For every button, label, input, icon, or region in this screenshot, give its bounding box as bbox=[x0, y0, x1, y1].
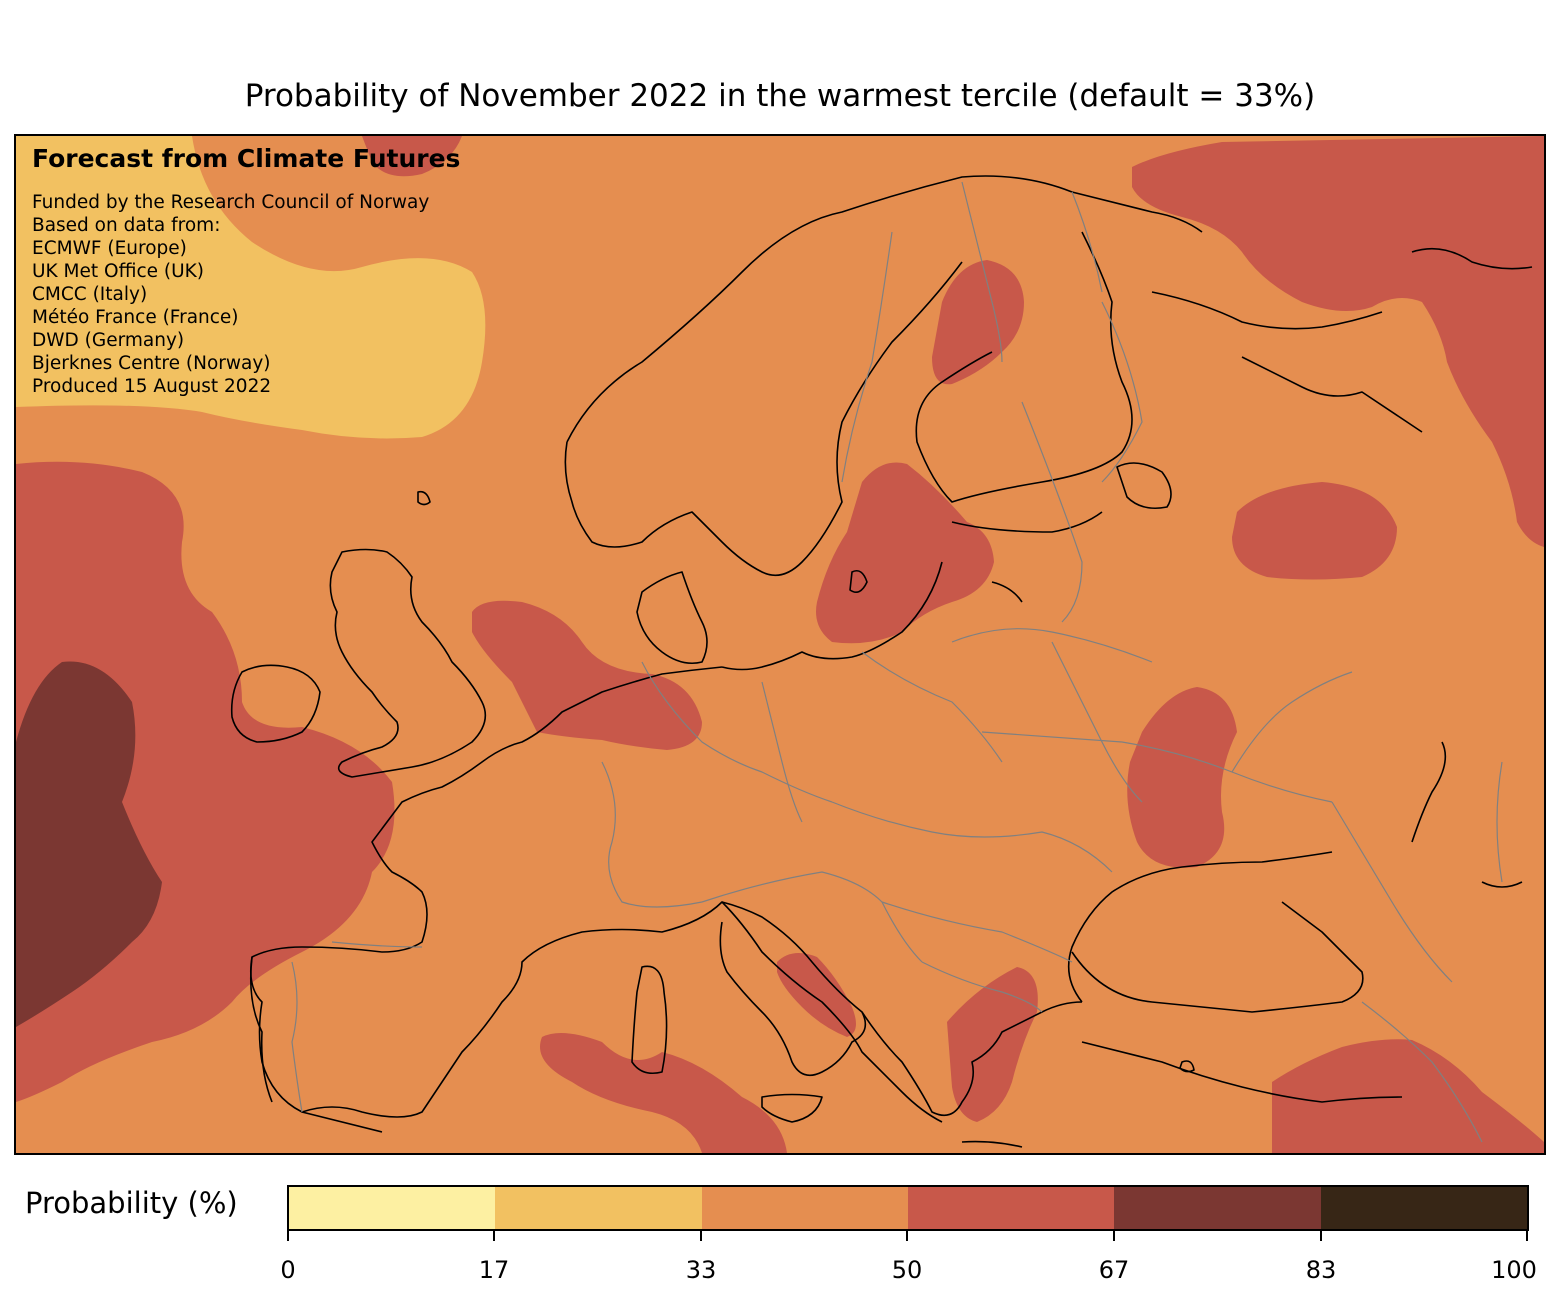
coastline-great-britain bbox=[329, 548, 487, 778]
probability-regions bbox=[16, 136, 1544, 1153]
colorbar-tick bbox=[287, 1231, 289, 1241]
region-50-67-italy bbox=[777, 953, 856, 1037]
legend-label: Probability (%) bbox=[25, 1186, 238, 1220]
region-50-67-anatolia bbox=[1272, 1039, 1544, 1153]
credit-line: Funded by the Research Council of Norway bbox=[32, 192, 430, 213]
region-50-67-central-russia bbox=[1232, 482, 1397, 580]
credit-line: ECMWF (Europe) bbox=[32, 238, 187, 259]
coastline-lake-ladoga bbox=[1116, 462, 1172, 510]
colorbar-tick-label: 33 bbox=[685, 1256, 717, 1284]
colorbar-tick bbox=[700, 1231, 702, 1241]
colorbar-segment bbox=[701, 1187, 908, 1229]
colorbar-segment bbox=[1114, 1187, 1321, 1229]
coastline-denmark bbox=[636, 571, 708, 665]
credits-heading: Forecast from Climate Futures bbox=[32, 144, 461, 173]
colorbar-tick bbox=[1113, 1231, 1115, 1241]
coastline-ireland bbox=[230, 664, 321, 743]
credit-line: CMCC (Italy) bbox=[32, 284, 148, 305]
credits-block: Forecast from Climate Futures Funded by … bbox=[32, 144, 460, 398]
region-50-67-lapland bbox=[932, 260, 1024, 385]
credit-line: Produced 15 August 2022 bbox=[32, 376, 272, 397]
coastline-baltic-east bbox=[721, 511, 1103, 671]
colorbar-tick-label: 17 bbox=[478, 1256, 510, 1284]
coastline-balkans bbox=[861, 1001, 1083, 1117]
colorbar-segment bbox=[495, 1187, 702, 1229]
credit-line: Météo France (France) bbox=[32, 307, 239, 328]
coastline-black-sea bbox=[1067, 851, 1364, 1013]
colorbar bbox=[287, 1185, 1529, 1231]
region-50-67-baltic bbox=[816, 462, 994, 644]
coastline-faroe bbox=[417, 490, 431, 506]
colorbar-segment bbox=[907, 1187, 1115, 1229]
colorbar-tick bbox=[493, 1231, 495, 1241]
region-50-67-norwegian-sea bbox=[362, 136, 462, 177]
colorbar-tick bbox=[1320, 1231, 1322, 1241]
colorbar-tick bbox=[1526, 1231, 1528, 1241]
colorbar-tick-label: 100 bbox=[1491, 1256, 1537, 1284]
region-50-67-barents bbox=[1132, 136, 1544, 547]
region-50-67-north-sea bbox=[472, 600, 702, 750]
coastline-white-sea bbox=[1151, 247, 1533, 433]
forecast-map: Forecast from Climate Futures Funded by … bbox=[14, 134, 1546, 1155]
colorbar-tick bbox=[906, 1231, 908, 1241]
coastline-caspian bbox=[1411, 741, 1523, 888]
coastline-anatolia bbox=[1081, 1041, 1403, 1103]
region-67-83-atlantic bbox=[16, 661, 162, 1027]
credit-line: Bjerknes Centre (Norway) bbox=[32, 353, 271, 374]
country-borders bbox=[291, 181, 1503, 1143]
coastlines bbox=[230, 175, 1533, 1148]
coastline-italy bbox=[719, 901, 867, 1077]
coastline-iberia bbox=[249, 956, 383, 1133]
coastline-scandinavia bbox=[564, 175, 1203, 577]
colorbar-tick-label: 0 bbox=[280, 1256, 296, 1284]
coastline-continental-west bbox=[249, 666, 943, 1123]
coastline-sardinia bbox=[631, 965, 668, 1075]
coastline-crete bbox=[961, 1140, 1023, 1148]
region-50-67-west-mediterranean bbox=[540, 1033, 787, 1153]
region-17-33-northwest bbox=[16, 136, 486, 439]
credit-line: Based on data from: bbox=[32, 215, 221, 236]
colorbar-tick-label: 83 bbox=[1305, 1256, 1337, 1284]
colorbar-segment bbox=[1320, 1187, 1527, 1229]
credit-line: DWD (Germany) bbox=[32, 330, 185, 351]
credit-line: UK Met Office (UK) bbox=[32, 261, 205, 282]
colorbar-tick-label: 50 bbox=[891, 1256, 923, 1284]
coastline-sicily bbox=[761, 1093, 823, 1123]
colorbar-tick-label: 67 bbox=[1098, 1256, 1130, 1284]
coastline-cyprus bbox=[1179, 1060, 1195, 1073]
colorbar-segment bbox=[289, 1187, 496, 1229]
map-canvas bbox=[16, 136, 1544, 1153]
coastline-gotland bbox=[849, 569, 868, 593]
region-50-67-greece bbox=[947, 967, 1038, 1122]
region-50-67-ukraine bbox=[1127, 687, 1237, 868]
map-title: Probability of November 2022 in the warm… bbox=[244, 78, 1316, 114]
